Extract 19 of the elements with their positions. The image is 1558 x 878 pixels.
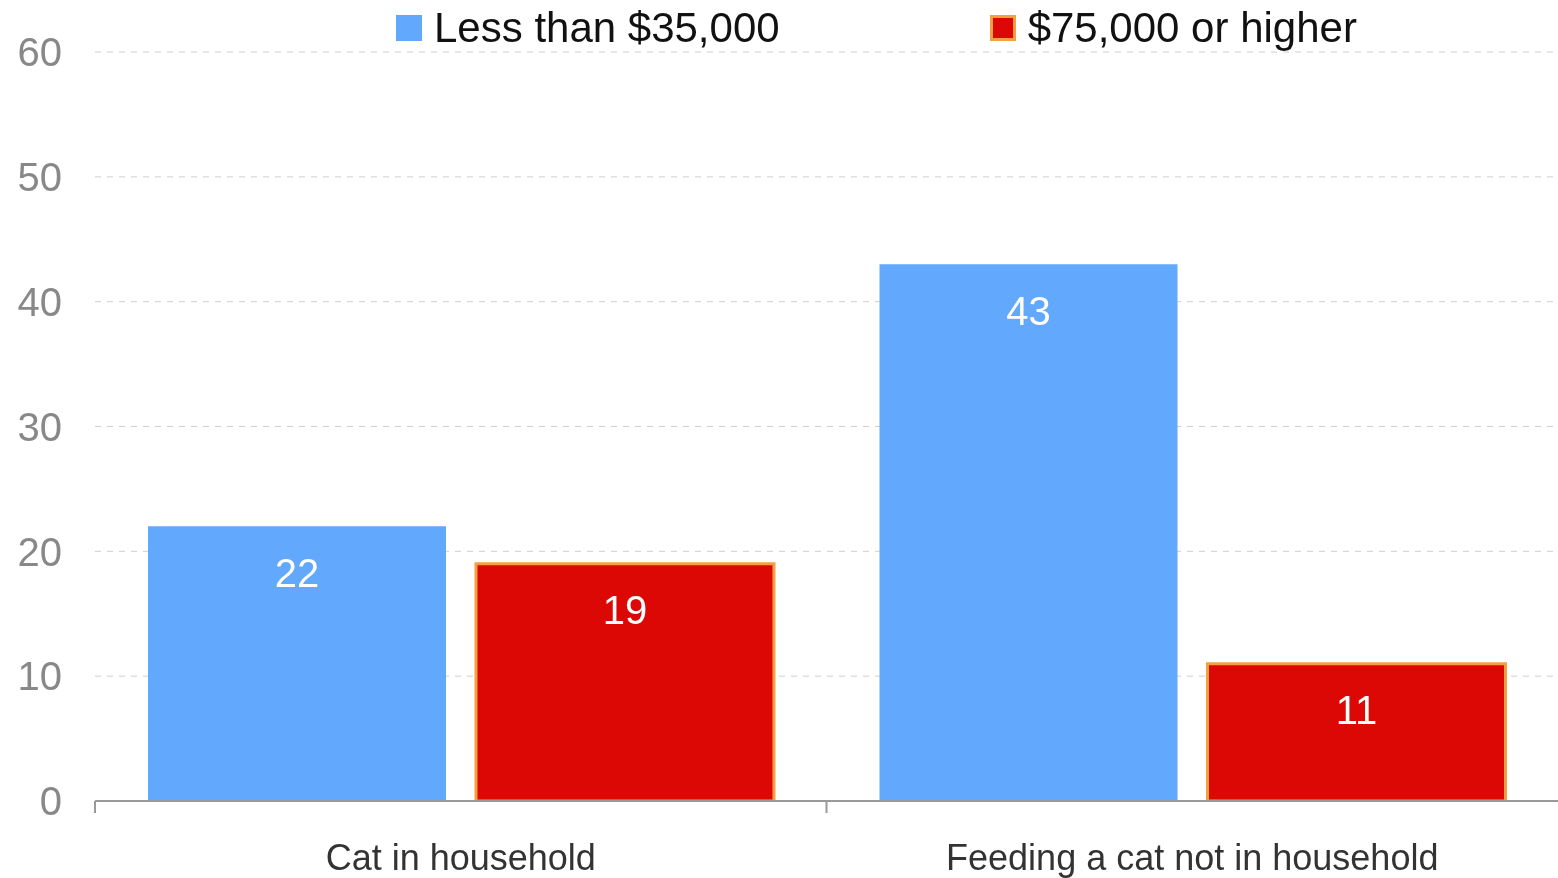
data-label: 43 (1006, 288, 1051, 333)
x-tick-label: Cat in household (325, 837, 596, 878)
y-tick-label: 10 (17, 654, 62, 699)
y-tick-label: 0 (39, 779, 62, 824)
y-tick-label: 40 (17, 279, 62, 324)
data-label: 11 (1335, 688, 1378, 733)
y-tick-label: 50 (17, 155, 62, 200)
y-tick-label: 20 (17, 529, 62, 574)
y-tick-label: 30 (17, 404, 62, 449)
legend-label: Less than $35,000 (434, 4, 780, 52)
bar (879, 264, 1178, 801)
x-tick-label: Feeding a cat not in household (946, 837, 1439, 878)
data-label: 22 (274, 550, 320, 595)
bar (148, 526, 446, 801)
data-label: 19 (602, 588, 648, 633)
y-tick-label: 60 (17, 30, 62, 75)
bar (1206, 662, 1507, 801)
bar (474, 562, 776, 801)
legend-label: $75,000 or higher (1027, 4, 1357, 52)
